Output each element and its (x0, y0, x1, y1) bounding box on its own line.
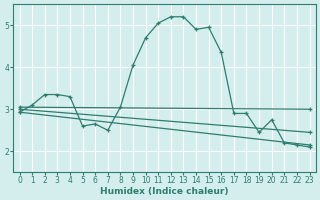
X-axis label: Humidex (Indice chaleur): Humidex (Indice chaleur) (100, 187, 229, 196)
